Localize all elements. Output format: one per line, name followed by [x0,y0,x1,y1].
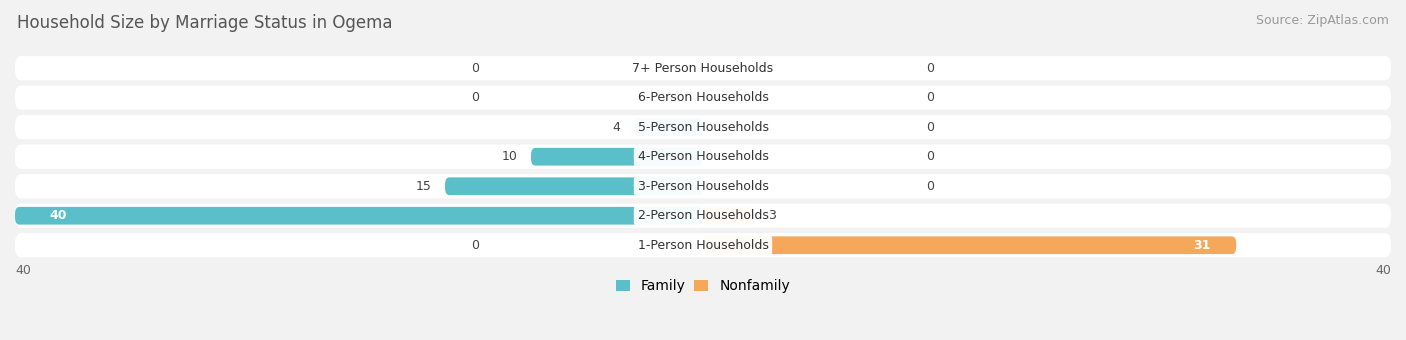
Text: 0: 0 [927,150,935,163]
FancyBboxPatch shape [15,115,1391,139]
Text: 4-Person Households: 4-Person Households [637,150,769,163]
Text: 3: 3 [768,209,776,222]
Text: 3-Person Households: 3-Person Households [637,180,769,193]
Text: Household Size by Marriage Status in Ogema: Household Size by Marriage Status in Oge… [17,14,392,32]
FancyBboxPatch shape [703,207,755,225]
Text: 40: 40 [49,209,67,222]
FancyBboxPatch shape [703,236,1236,254]
FancyBboxPatch shape [15,204,1391,228]
FancyBboxPatch shape [15,86,1391,110]
Text: 1-Person Households: 1-Person Households [637,239,769,252]
Text: 40: 40 [15,265,31,277]
FancyBboxPatch shape [15,56,1391,80]
Text: Source: ZipAtlas.com: Source: ZipAtlas.com [1256,14,1389,27]
Text: 0: 0 [927,180,935,193]
FancyBboxPatch shape [15,233,1391,257]
Text: 0: 0 [927,121,935,134]
Text: 5-Person Households: 5-Person Households [637,121,769,134]
FancyBboxPatch shape [15,144,1391,169]
Text: 0: 0 [927,91,935,104]
Text: 0: 0 [471,91,479,104]
Text: 0: 0 [471,62,479,75]
Text: 15: 15 [415,180,432,193]
FancyBboxPatch shape [15,207,703,225]
FancyBboxPatch shape [15,174,1391,198]
Text: 0: 0 [471,239,479,252]
Legend: Family, Nonfamily: Family, Nonfamily [613,277,793,296]
FancyBboxPatch shape [634,118,703,136]
Text: 7+ Person Households: 7+ Person Households [633,62,773,75]
FancyBboxPatch shape [531,148,703,166]
Text: 10: 10 [502,150,517,163]
Text: 6-Person Households: 6-Person Households [637,91,769,104]
Text: 0: 0 [927,62,935,75]
Text: 40: 40 [1375,265,1391,277]
Text: 31: 31 [1194,239,1211,252]
FancyBboxPatch shape [446,177,703,195]
Text: 2-Person Households: 2-Person Households [637,209,769,222]
Text: 4: 4 [613,121,620,134]
